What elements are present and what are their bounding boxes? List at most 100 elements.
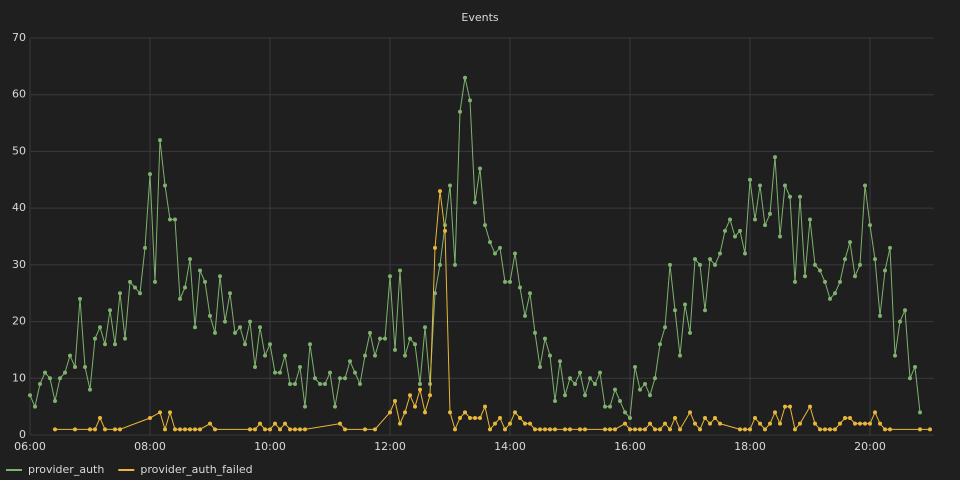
data-point	[488, 240, 492, 245]
data-point	[468, 415, 472, 420]
data-point	[423, 325, 427, 330]
data-point	[633, 427, 637, 432]
data-point	[88, 427, 92, 432]
data-point	[253, 427, 257, 432]
data-point	[703, 308, 707, 313]
data-point	[608, 427, 612, 432]
data-point	[833, 427, 837, 432]
data-point	[573, 381, 577, 386]
data-point	[418, 387, 422, 392]
data-point	[638, 387, 642, 392]
data-point	[168, 217, 172, 222]
data-point	[433, 291, 437, 296]
data-point	[623, 421, 627, 426]
data-point	[88, 387, 92, 392]
data-point	[373, 353, 377, 358]
data-point	[658, 342, 662, 347]
data-point	[293, 381, 297, 386]
data-point	[458, 109, 462, 114]
data-point	[153, 279, 157, 284]
data-point	[288, 381, 292, 386]
data-point	[78, 296, 82, 301]
data-point	[133, 285, 137, 290]
data-point	[198, 268, 202, 273]
data-point	[158, 138, 162, 143]
data-point	[628, 427, 632, 432]
y-tick-label: 30	[12, 258, 26, 271]
data-point	[808, 217, 812, 222]
data-point	[168, 410, 172, 415]
data-point	[118, 427, 122, 432]
data-point	[338, 376, 342, 381]
data-point	[823, 279, 827, 284]
data-point	[203, 279, 207, 284]
data-point	[523, 421, 527, 426]
data-point	[428, 393, 432, 398]
data-point	[348, 359, 352, 364]
data-point	[778, 234, 782, 239]
data-point	[868, 223, 872, 228]
data-point	[813, 262, 817, 267]
data-point	[673, 308, 677, 313]
data-point	[303, 404, 307, 409]
data-point	[448, 183, 452, 188]
data-point	[853, 274, 857, 279]
data-point	[678, 427, 682, 432]
data-point	[143, 245, 147, 250]
data-point	[393, 347, 397, 352]
data-point	[543, 427, 547, 432]
data-point	[493, 251, 497, 256]
data-point	[343, 427, 347, 432]
data-point	[888, 245, 892, 250]
data-point	[763, 223, 767, 228]
data-point	[103, 342, 107, 347]
data-point	[53, 427, 57, 432]
data-point	[228, 291, 232, 296]
x-tick-label: 06:00	[14, 440, 46, 453]
data-point	[863, 421, 867, 426]
data-point	[258, 421, 262, 426]
data-point	[493, 421, 497, 426]
y-tick-label: 60	[12, 88, 26, 101]
data-point	[528, 421, 532, 426]
data-point	[513, 410, 517, 415]
data-point	[423, 410, 427, 415]
data-point	[663, 421, 667, 426]
data-point	[668, 427, 672, 432]
data-point	[338, 421, 342, 426]
data-point	[378, 336, 382, 341]
data-point	[643, 427, 647, 432]
data-point	[218, 274, 222, 279]
data-point	[738, 427, 742, 432]
y-tick-label: 50	[12, 144, 26, 157]
data-point	[748, 177, 752, 182]
data-point	[488, 427, 492, 432]
data-point	[698, 427, 702, 432]
data-point	[548, 353, 552, 358]
data-point	[343, 376, 347, 381]
data-point	[148, 415, 152, 420]
data-point	[543, 336, 547, 341]
data-point	[208, 313, 212, 318]
data-point	[673, 415, 677, 420]
data-point	[293, 427, 297, 432]
data-point	[398, 421, 402, 426]
y-tick-label: 10	[12, 371, 26, 384]
data-point	[693, 421, 697, 426]
data-point	[458, 415, 462, 420]
data-point	[798, 194, 802, 199]
data-point	[298, 364, 302, 369]
data-point	[223, 319, 227, 324]
data-point	[553, 398, 557, 403]
data-point	[138, 291, 142, 296]
data-point	[663, 325, 667, 330]
data-point	[308, 342, 312, 347]
data-point	[113, 427, 117, 432]
data-point	[163, 183, 167, 188]
data-point	[483, 223, 487, 228]
data-point	[193, 427, 197, 432]
data-point	[73, 364, 77, 369]
data-point	[243, 342, 247, 347]
data-point	[83, 364, 87, 369]
